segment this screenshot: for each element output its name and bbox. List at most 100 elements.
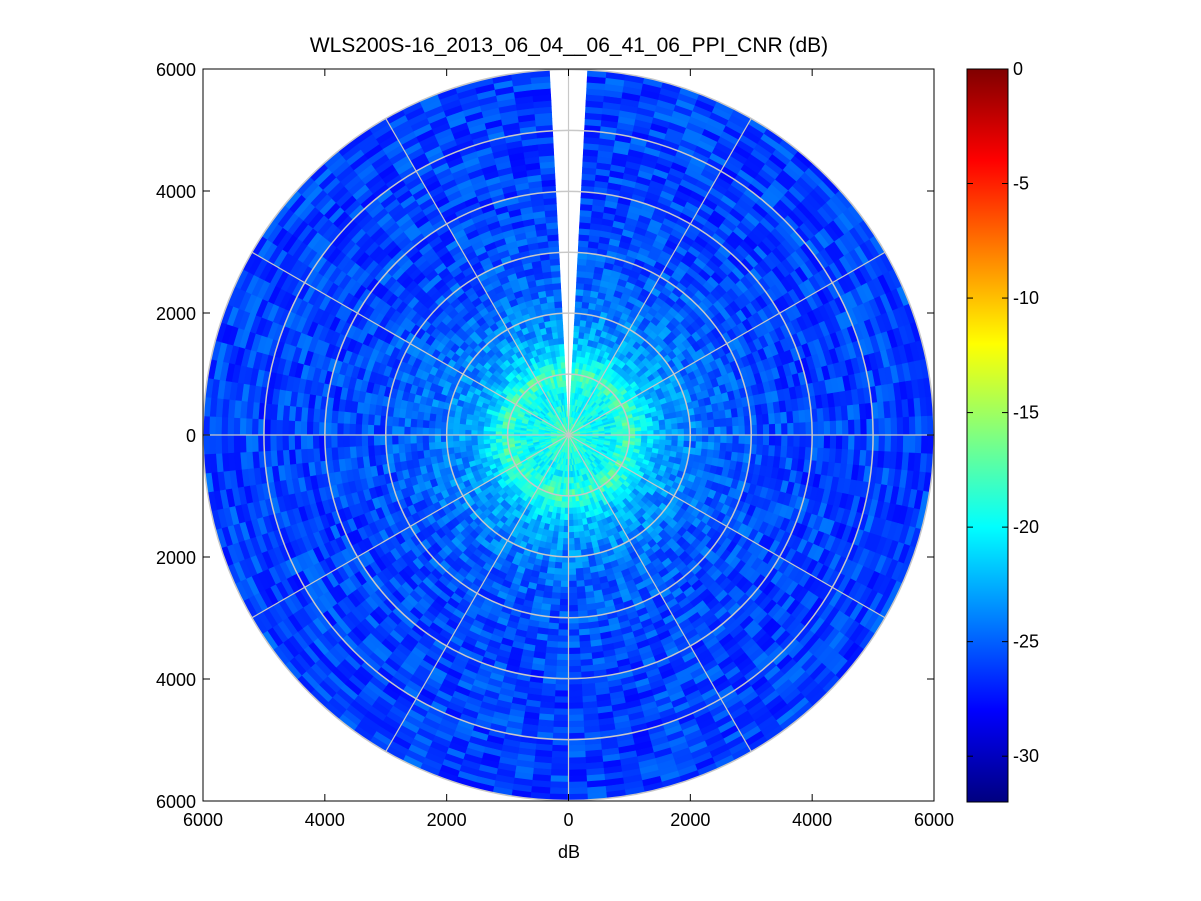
ppi-cell	[659, 429, 667, 436]
ppi-cell	[799, 434, 807, 448]
ppi-cell	[713, 442, 721, 452]
ppi-cell	[568, 659, 581, 667]
ppi-cell	[653, 434, 661, 441]
ppi-cell	[640, 426, 648, 432]
ppi-cell	[652, 425, 661, 431]
ppi-cell	[554, 684, 569, 692]
ppi-cell	[707, 419, 715, 429]
ppi-cell	[556, 325, 564, 333]
ppi-cell	[695, 441, 703, 450]
ppi-cell	[768, 434, 776, 447]
ppi-cell	[677, 434, 685, 442]
ppi-cell	[573, 531, 580, 539]
ppi-cell	[446, 428, 454, 436]
ppi-cell	[391, 434, 399, 445]
ppi-cell	[738, 425, 746, 436]
ppi-cell	[576, 264, 587, 272]
ppi-cell	[647, 434, 655, 440]
ppi-cell	[553, 567, 562, 576]
ppi-cell	[416, 442, 424, 452]
ppi-cell	[557, 623, 569, 631]
ppi-cell	[464, 439, 472, 447]
ppi-cell	[373, 434, 381, 446]
ppi-cell	[762, 444, 770, 457]
ppi-cell	[659, 439, 667, 446]
ppi-cell	[391, 443, 400, 454]
ppi-cell	[689, 434, 697, 443]
chart-title: WLS200S-16_2013_06_04__06_41_06_PPI_CNR …	[310, 34, 828, 57]
ppi-cell	[403, 417, 412, 428]
ppi-cell	[701, 434, 709, 443]
ppi-cell	[575, 294, 584, 303]
ppi-cell	[416, 418, 424, 428]
ppi-cell	[756, 434, 764, 446]
ppi-cell	[719, 418, 728, 428]
ppi-cell	[719, 442, 728, 452]
ppi-cell	[683, 428, 691, 436]
ppi-cell	[488, 430, 496, 436]
ppi-cell	[440, 434, 448, 443]
ppi-cell	[554, 561, 563, 570]
ppi-cell	[573, 331, 580, 339]
ppi-cell	[560, 574, 569, 582]
ppi-cell	[403, 426, 411, 436]
ppi-cell	[560, 580, 569, 588]
ppi-cell	[578, 233, 590, 242]
ppi-cell	[549, 604, 560, 612]
ppi-cell	[787, 434, 795, 448]
ppi-cell	[762, 424, 770, 436]
ppi-cell	[573, 537, 581, 545]
ppi-cell	[793, 422, 801, 436]
ppi-cell	[568, 665, 582, 673]
ppi-cell	[562, 379, 567, 387]
ppi-cell	[658, 419, 666, 426]
ppi-cell	[701, 420, 709, 429]
ppi-cell	[713, 418, 721, 428]
ppi-cell	[731, 443, 740, 454]
ppi-cell	[768, 423, 776, 436]
ppi-cell	[577, 258, 588, 266]
ppi-cell	[732, 434, 740, 445]
ppi-cell	[568, 586, 578, 594]
ppi-cell	[428, 441, 436, 450]
ppi-cell	[385, 434, 393, 445]
ppi-cell	[458, 428, 466, 436]
ppi-cell	[578, 622, 590, 631]
ppi-cell	[823, 420, 831, 436]
ppi-cell	[659, 424, 667, 431]
ppi-cell	[568, 653, 581, 661]
ppi-cell	[551, 276, 561, 284]
ppi-cell	[561, 550, 569, 558]
ppi-cell	[641, 434, 649, 440]
ppi-cell	[556, 537, 564, 545]
ppi-cell	[568, 647, 581, 655]
ppi-cell	[551, 586, 561, 594]
ppi-cell	[552, 573, 562, 582]
ppi-cell	[732, 425, 740, 436]
ppi-cell	[677, 440, 685, 448]
ppi-cell	[373, 424, 381, 436]
ppi-cell	[557, 531, 564, 539]
ppi-cell	[695, 420, 703, 429]
ppi-cell	[774, 434, 783, 447]
ppi-cell	[434, 441, 442, 450]
ppi-cell	[556, 653, 569, 661]
ppi-cell	[470, 439, 478, 446]
ppi-cell	[571, 507, 578, 515]
ppi-cell	[559, 586, 569, 594]
ppi-cell	[563, 385, 567, 393]
ppi-cell	[557, 331, 564, 339]
ppi-cell	[434, 420, 442, 429]
ppi-cell	[671, 440, 679, 447]
ppi-cell	[708, 426, 716, 436]
ppi-cell	[559, 355, 566, 363]
ppi-cell	[707, 441, 715, 451]
ppi-cell	[361, 434, 369, 447]
ppi-cell	[665, 439, 673, 447]
ppi-cell	[573, 543, 581, 551]
ppi-cell	[572, 525, 580, 533]
ppi-cell	[714, 434, 722, 444]
ppi-cell	[336, 422, 344, 436]
ppi-cell	[557, 635, 569, 643]
ppi-cell	[409, 418, 418, 428]
